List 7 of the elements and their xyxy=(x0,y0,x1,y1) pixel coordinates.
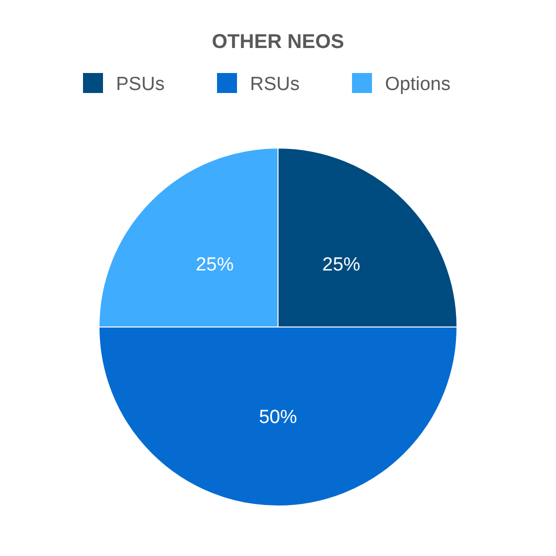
data-label: 50% xyxy=(258,407,298,428)
data-label: 25% xyxy=(196,254,234,276)
legend-label: PSUs xyxy=(116,74,165,95)
chart-title: OTHER NEOS xyxy=(212,31,344,53)
data-label: 25% xyxy=(322,254,360,276)
legend-label: RSUs xyxy=(250,74,300,95)
legend-label: Options xyxy=(385,74,450,95)
